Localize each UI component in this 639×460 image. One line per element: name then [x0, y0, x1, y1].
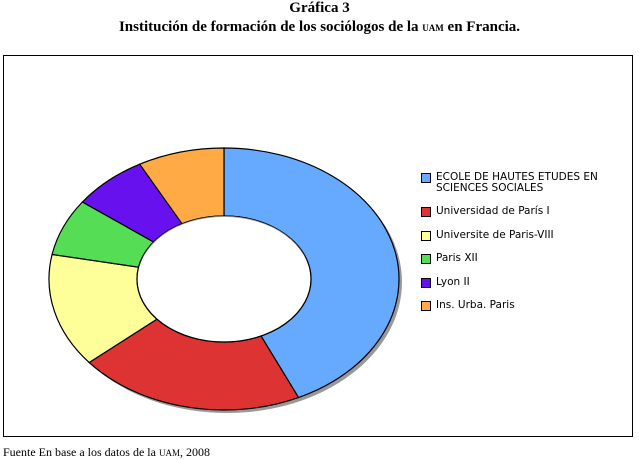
- title-abbreviation: UAM: [422, 19, 444, 34]
- legend-swatch: [421, 207, 431, 217]
- chart-frame: [3, 55, 633, 437]
- title-suffix: en Francia.: [443, 19, 521, 35]
- legend-item: ECOLE DE HAUTES ETUDES EN SCIENCES SOCIA…: [421, 172, 631, 193]
- legend-label: Paris XII: [436, 252, 478, 264]
- source-year: , 2008: [179, 445, 210, 459]
- donut-hole: [136, 215, 312, 343]
- legend-swatch: [421, 254, 431, 264]
- legend-item: Ins. Urba. Paris: [421, 300, 631, 311]
- chart-legend: ECOLE DE HAUTES ETUDES EN SCIENCES SOCIA…: [421, 172, 631, 324]
- legend-label: ECOLE DE HAUTES ETUDES EN SCIENCES SOCIA…: [436, 171, 598, 194]
- legend-item: Paris XII: [421, 253, 631, 264]
- legend-label: Lyon II: [436, 275, 470, 288]
- legend-swatch: [421, 230, 431, 241]
- figure-label: Gráfica 3: [289, 0, 350, 16]
- legend-label: Universite de Paris-VIII: [436, 228, 554, 241]
- legend-swatch: [421, 277, 431, 288]
- figure-title: Institución de formación de los sociólog…: [0, 19, 639, 36]
- source-text: Fuente En base a los datos de la: [3, 445, 159, 459]
- title-text: Institución de formación de los sociólog…: [118, 19, 423, 35]
- legend-item: Universidad de París I: [421, 206, 631, 217]
- legend-item: Universite de Paris-VIII: [421, 228, 631, 241]
- legend-item: Lyon II: [421, 275, 631, 288]
- source-note: Fuente En base a los datos de la UAM, 20…: [3, 444, 210, 460]
- legend-swatch: [421, 301, 431, 311]
- legend-swatch: [421, 173, 431, 183]
- source-abbreviation: UAM: [158, 444, 180, 459]
- legend-label: Universidad de París I: [436, 205, 550, 217]
- legend-label: Ins. Urba. Paris: [436, 299, 515, 311]
